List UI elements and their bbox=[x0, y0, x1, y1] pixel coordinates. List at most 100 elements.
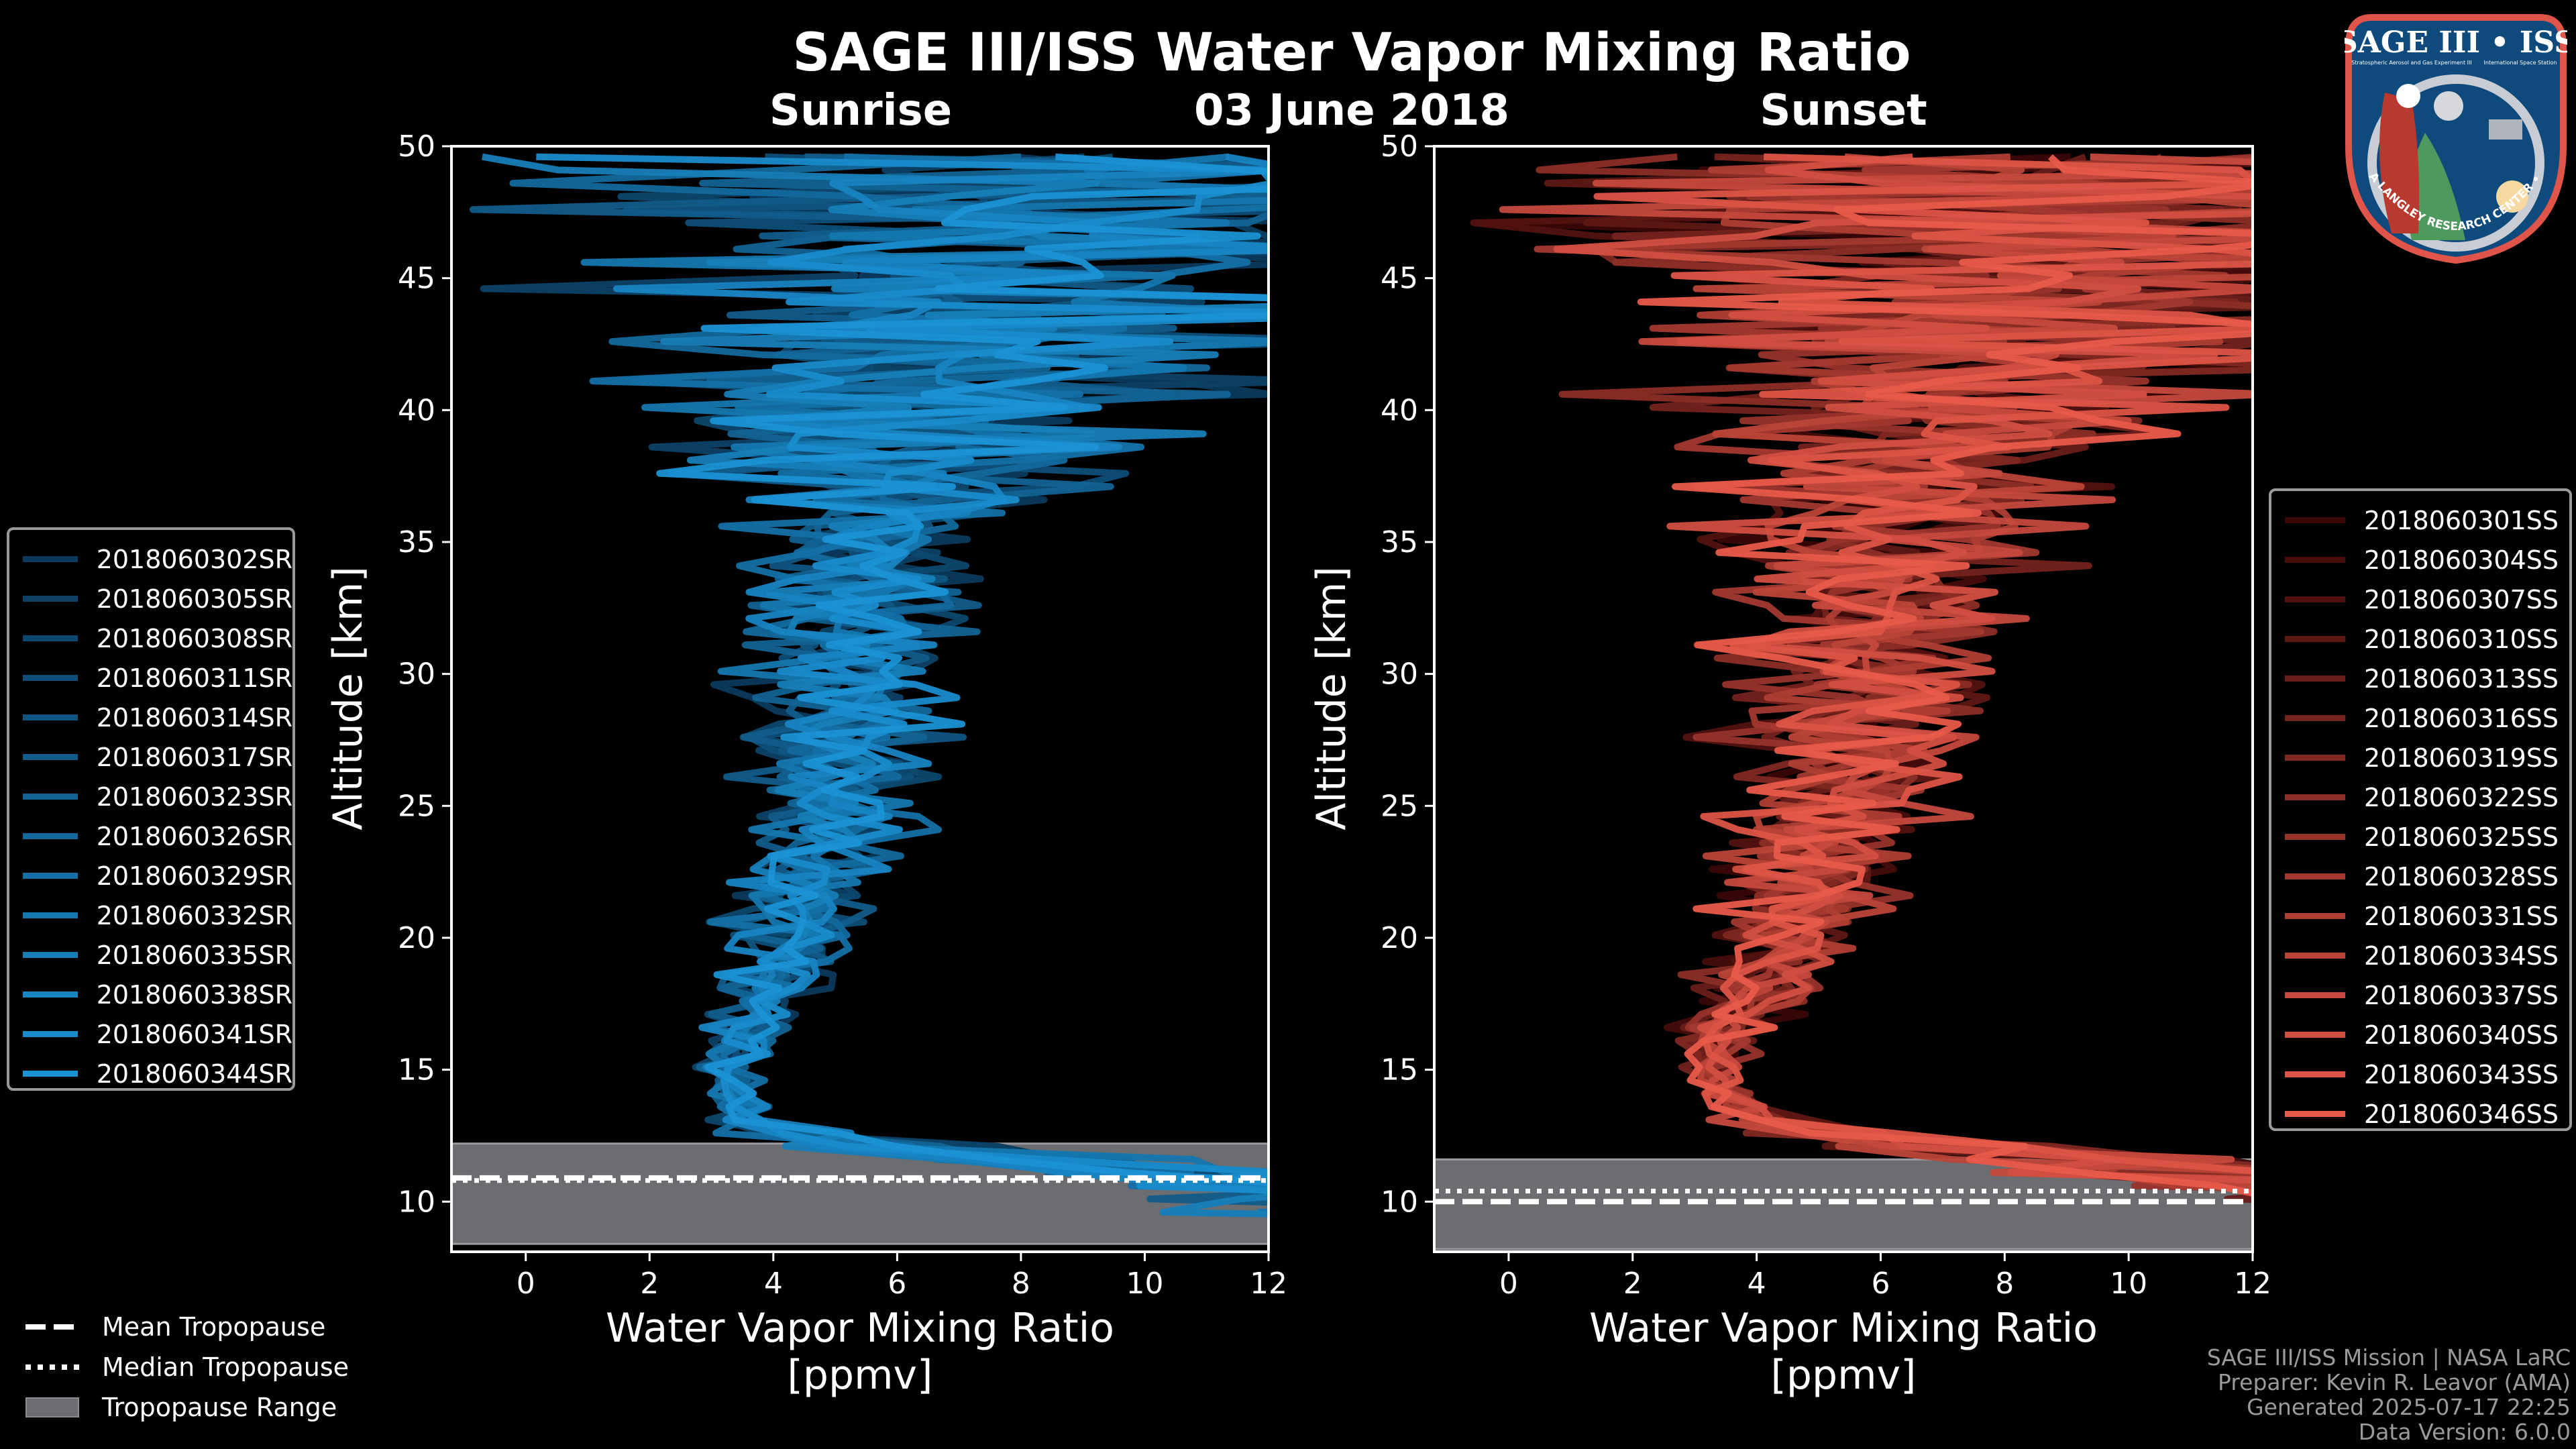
legend-item: 2018060328SS bbox=[2271, 857, 2569, 896]
footer-credits: SAGE III/ISS Mission | NASA LaRC Prepare… bbox=[2207, 1345, 2571, 1444]
legend-item: 2018060307SS bbox=[2271, 580, 2569, 619]
legend-item: 2018060301SS bbox=[2271, 500, 2569, 540]
x-tick-label: 6 bbox=[888, 1267, 906, 1301]
legend-swatch bbox=[23, 596, 78, 602]
x-tick-label: 4 bbox=[1748, 1267, 1766, 1301]
legend-item: 2018060331SS bbox=[2271, 896, 2569, 936]
y-tick-label: 25 bbox=[1381, 789, 1418, 823]
legend-item: 2018060343SS bbox=[2271, 1055, 2569, 1094]
x-tick-label: 8 bbox=[1995, 1267, 2014, 1301]
legend-swatch bbox=[23, 754, 78, 760]
legend-label: 2018060331SS bbox=[2364, 901, 2559, 931]
legend-swatch bbox=[2285, 676, 2345, 682]
x-tick-label: 4 bbox=[764, 1267, 783, 1301]
range-swatch bbox=[25, 1397, 79, 1417]
legend-item: 2018060329SR bbox=[9, 856, 292, 896]
x-tick-label: 0 bbox=[1499, 1267, 1518, 1301]
footer-generated: Generated 2025-07-17 22:25 bbox=[2247, 1394, 2571, 1420]
legend-item: 2018060332SR bbox=[9, 896, 292, 935]
y-tick-label: 35 bbox=[1381, 525, 1418, 559]
legend-swatch bbox=[2285, 557, 2345, 563]
y-tick-label: 50 bbox=[1381, 129, 1418, 164]
legend-swatch bbox=[2285, 953, 2345, 959]
plot-area bbox=[1434, 153, 2253, 1250]
legend-swatch bbox=[23, 952, 78, 958]
legend-swatch bbox=[2285, 596, 2345, 602]
y-tick-label: 15 bbox=[398, 1053, 435, 1087]
footer-preparer: Preparer: Kevin R. Leavor (AMA) bbox=[2218, 1369, 2571, 1395]
legend-label: 2018060317SR bbox=[96, 742, 292, 772]
sunset-panel: 0 2 4 6 8 10 12 10 15 20 25 30 35 40 45 50 Water Vapor M… bbox=[1308, 129, 2271, 1399]
legend-swatch bbox=[23, 912, 78, 918]
legend-swatch bbox=[23, 714, 78, 720]
legend-swatch bbox=[23, 556, 78, 562]
legend-label: 2018060326SR bbox=[96, 821, 292, 851]
tropopause-legend: Mean Tropopause Median Tropopause Tropop… bbox=[0, 1307, 349, 1428]
legend-swatch bbox=[23, 833, 78, 839]
y-tick-label: 40 bbox=[398, 393, 435, 427]
legend-swatch bbox=[23, 675, 78, 681]
legend-label: 2018060301SS bbox=[2364, 505, 2559, 535]
profile-line-2018060346SS bbox=[1637, 154, 2253, 1197]
legend-label: 2018060314SR bbox=[96, 702, 292, 733]
y-tick-label: 40 bbox=[1381, 393, 1418, 427]
y-tick-label: 20 bbox=[398, 921, 435, 955]
date-subtitle: 03 June 2018 bbox=[1193, 86, 1510, 136]
x-axis-label: Water Vapor Mixing Ratio bbox=[1589, 1305, 2098, 1352]
x-tick-label: 10 bbox=[1126, 1267, 1163, 1301]
dashed-line-swatch bbox=[25, 1324, 79, 1330]
profile-line-2018060343SS bbox=[1593, 153, 2253, 1175]
logo-subtitle-right: International Space Station bbox=[2484, 60, 2557, 66]
profile-line-2018060341SR bbox=[536, 153, 1269, 1194]
y-tick-label: 30 bbox=[1381, 657, 1418, 692]
axes-frame bbox=[1433, 145, 2254, 1253]
x-tick-label: 2 bbox=[640, 1267, 659, 1301]
legend-label: 2018060310SS bbox=[2364, 624, 2559, 654]
y-axis-label: Altitude [km] bbox=[325, 566, 372, 830]
legend-label: 2018060334SS bbox=[2364, 941, 2559, 971]
legend-item: 2018060319SS bbox=[2271, 738, 2569, 777]
legend-mean-tropopause: Mean Tropopause bbox=[0, 1307, 349, 1347]
legend-item: 2018060344SR bbox=[9, 1054, 292, 1093]
legend-item: 2018060308SR bbox=[9, 619, 292, 658]
x-tick-label: 6 bbox=[1871, 1267, 1890, 1301]
legend-tropopause-range: Tropopause Range bbox=[0, 1387, 349, 1428]
x-tick-label: 10 bbox=[2110, 1267, 2147, 1301]
legend-label: 2018060346SS bbox=[2364, 1099, 2559, 1129]
legend-label: 2018060319SS bbox=[2364, 743, 2559, 773]
legend-median-tropopause: Median Tropopause bbox=[0, 1347, 349, 1387]
legend-label: 2018060343SS bbox=[2364, 1059, 2559, 1089]
legend-label: Tropopause Range bbox=[102, 1393, 337, 1422]
legend-label: 2018060307SS bbox=[2364, 584, 2559, 614]
chart-title: SAGE III/ISS Water Vapor Mixing Ratio bbox=[792, 23, 1911, 83]
legend-swatch bbox=[2285, 992, 2345, 998]
footer-version: Data Version: 6.0.0 bbox=[2358, 1419, 2571, 1445]
x-axis-label: [ppmv] bbox=[1771, 1352, 1917, 1399]
sunrise-panel: 0 2 4 6 8 10 12 10 15 20 25 30 35 40 45 50 Water Vapor M… bbox=[325, 129, 1287, 1399]
legend-label: Mean Tropopause bbox=[102, 1312, 326, 1342]
y-tick-label: 30 bbox=[398, 657, 435, 692]
legend-item: 2018060317SR bbox=[9, 737, 292, 777]
legend-item: 2018060340SS bbox=[2271, 1015, 2569, 1055]
legend-swatch bbox=[2285, 794, 2345, 800]
legend-label: 2018060329SR bbox=[96, 861, 292, 891]
legend-item: 2018060311SR bbox=[9, 658, 292, 698]
sunset-subtitle: Sunset bbox=[1760, 86, 1927, 136]
legend-item: 2018060322SS bbox=[2271, 777, 2569, 817]
legend-item: 2018060304SS bbox=[2271, 540, 2569, 580]
legend-swatch bbox=[23, 991, 78, 998]
legend-label: 2018060341SR bbox=[96, 1019, 292, 1049]
legend-label: 2018060304SS bbox=[2364, 545, 2559, 575]
legend-swatch bbox=[23, 1071, 78, 1077]
plot-area bbox=[451, 153, 1269, 1245]
legend-label: 2018060337SS bbox=[2364, 980, 2559, 1010]
legend-label: 2018060305SR bbox=[96, 584, 292, 614]
legend-label: 2018060335SR bbox=[96, 940, 292, 970]
legend-item: 2018060314SR bbox=[9, 698, 292, 737]
legend-swatch bbox=[23, 873, 78, 879]
legend-item: 2018060326SR bbox=[9, 816, 292, 856]
y-tick-label: 45 bbox=[1381, 262, 1418, 296]
legend-label: 2018060338SR bbox=[96, 979, 292, 1010]
legend-swatch bbox=[2285, 873, 2345, 879]
